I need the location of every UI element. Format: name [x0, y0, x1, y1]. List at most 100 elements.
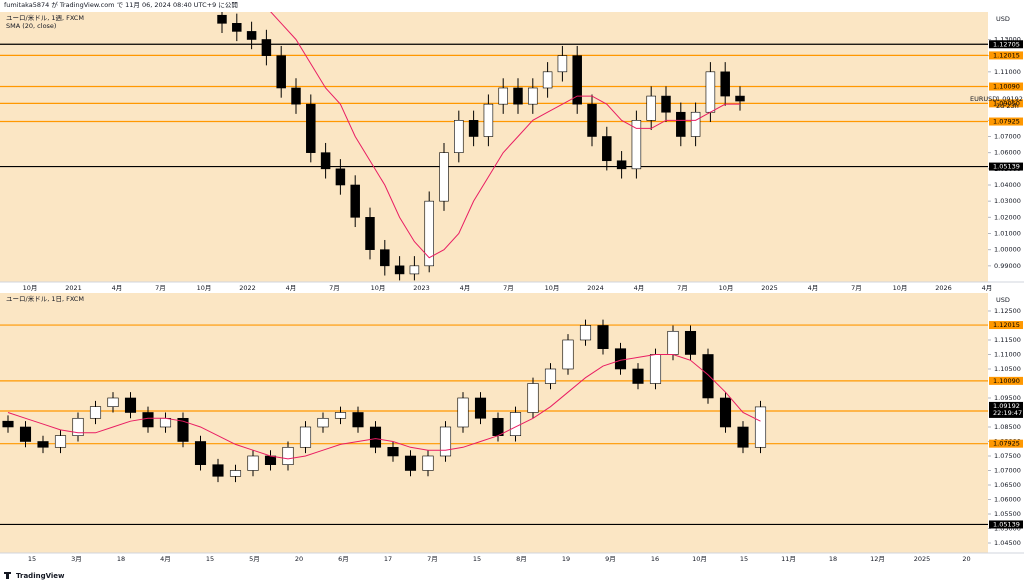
x-tick-label: 2023 — [413, 284, 430, 292]
candle-body — [124, 397, 137, 413]
candle-body — [424, 200, 434, 267]
candle-body — [320, 152, 331, 170]
level-tag — [989, 99, 1023, 108]
candle-body — [754, 406, 767, 448]
y-tick-label: 1.07000 — [994, 132, 1021, 140]
indicator-label: SMA (20, close) — [6, 22, 56, 30]
candle-body — [498, 87, 508, 105]
y-tick-label: 1.12500 — [994, 307, 1021, 315]
level-tag — [989, 376, 1023, 385]
x-tick-label: 11月 — [781, 555, 796, 563]
candle-body — [735, 95, 745, 102]
y-tick-label: 1.06000 — [994, 149, 1021, 157]
candle-body — [646, 95, 656, 121]
level-tag — [989, 51, 1023, 60]
candle-body — [217, 14, 227, 24]
candle-body — [89, 406, 102, 419]
candle-body — [352, 412, 364, 428]
candle-body — [439, 152, 449, 202]
candle-body — [737, 426, 749, 448]
candle-body — [513, 87, 523, 105]
x-tick-label: 2022 — [239, 284, 256, 292]
level-tag — [989, 520, 1023, 529]
candle-body — [19, 426, 32, 442]
candle-body — [720, 71, 730, 97]
publish-info: fumitaka5874 が TradingView.com で 11月 06,… — [4, 0, 238, 9]
candle-body — [159, 417, 172, 428]
x-tick-label: 4月 — [808, 284, 819, 292]
candle-body — [2, 420, 14, 428]
level-label: 1.12015 — [993, 51, 1020, 59]
x-tick-label: 10月 — [371, 284, 386, 292]
y-tick-label: 1.08500 — [994, 423, 1021, 431]
level-tag — [989, 82, 1023, 91]
x-tick-label: 4月 — [982, 284, 993, 292]
candle-body — [614, 348, 627, 370]
x-tick-label: 4月 — [112, 284, 123, 292]
candle-body — [474, 397, 487, 419]
brand-logo — [4, 572, 11, 579]
sma-line — [270, 12, 740, 259]
x-tick-label: 18 — [117, 555, 125, 563]
y-tick-label: 1.04500 — [994, 539, 1021, 547]
y-tick-label: 1.03000 — [994, 197, 1021, 205]
x-tick-label: 8月 — [516, 555, 527, 563]
candle-body — [509, 412, 522, 436]
y-tick-label: 1.05000 — [994, 524, 1021, 532]
currency: USD — [996, 15, 1010, 23]
candle-body — [404, 455, 417, 471]
y-tick-label: 1.07000 — [994, 466, 1021, 474]
y-tick-label: 1.09500 — [994, 394, 1021, 402]
candle-body — [468, 120, 479, 137]
x-tick-label: 7月 — [155, 284, 166, 292]
candle-body — [528, 87, 538, 105]
candle-body — [177, 417, 189, 442]
level-tag — [989, 321, 1023, 330]
candle-body — [684, 330, 697, 355]
candle-body — [212, 464, 224, 477]
candle-body — [380, 249, 390, 267]
candle-body — [335, 168, 346, 186]
x-tick-label: 10月 — [545, 284, 560, 292]
level-label: 1.12705 — [993, 40, 1020, 48]
candle-body — [457, 397, 469, 428]
last-price: 1.09192 — [996, 95, 1023, 103]
candle-body — [194, 441, 207, 465]
candle-body — [261, 39, 272, 56]
candle-body — [334, 412, 347, 419]
candle-body — [587, 103, 597, 137]
y-tick-label: 1.10500 — [994, 365, 1021, 373]
candle-body — [299, 426, 312, 448]
y-tick-label: 1.06000 — [994, 495, 1021, 503]
level-label: 1.07925 — [993, 440, 1020, 448]
candle-body — [422, 455, 434, 471]
y-tick-label: 1.13000 — [994, 35, 1021, 43]
y-tick-label: 1.01000 — [994, 229, 1021, 237]
candle-body — [387, 446, 399, 457]
candle-body — [632, 368, 644, 384]
y-tick-label: 1.02000 — [994, 213, 1021, 221]
candle-body — [276, 55, 286, 89]
candle-body — [142, 412, 154, 428]
candle-body — [544, 368, 557, 384]
level-tag — [989, 117, 1023, 126]
x-tick-label: 2025 — [914, 555, 931, 563]
candle-body — [649, 354, 662, 384]
x-tick-label: 4月 — [634, 284, 645, 292]
candle-body — [306, 103, 316, 153]
x-tick-label: 2025 — [761, 284, 778, 292]
level-label: 1.12015 — [993, 321, 1020, 329]
candle-body — [37, 441, 49, 448]
candle-body — [264, 455, 277, 465]
chart-title: ユーロ/米ドル, 1日, FXCM — [6, 294, 84, 303]
candle-body — [602, 136, 612, 162]
candle-body — [454, 120, 464, 153]
last-price-tag — [989, 401, 1023, 418]
y-tick-label: 1.11000 — [994, 68, 1021, 76]
x-tick-label: 10月 — [893, 284, 908, 292]
candle-body — [492, 417, 504, 436]
x-tick-label: 7月 — [851, 284, 862, 292]
x-tick-label: 17 — [384, 555, 392, 563]
level-label: 1.07925 — [993, 118, 1020, 126]
